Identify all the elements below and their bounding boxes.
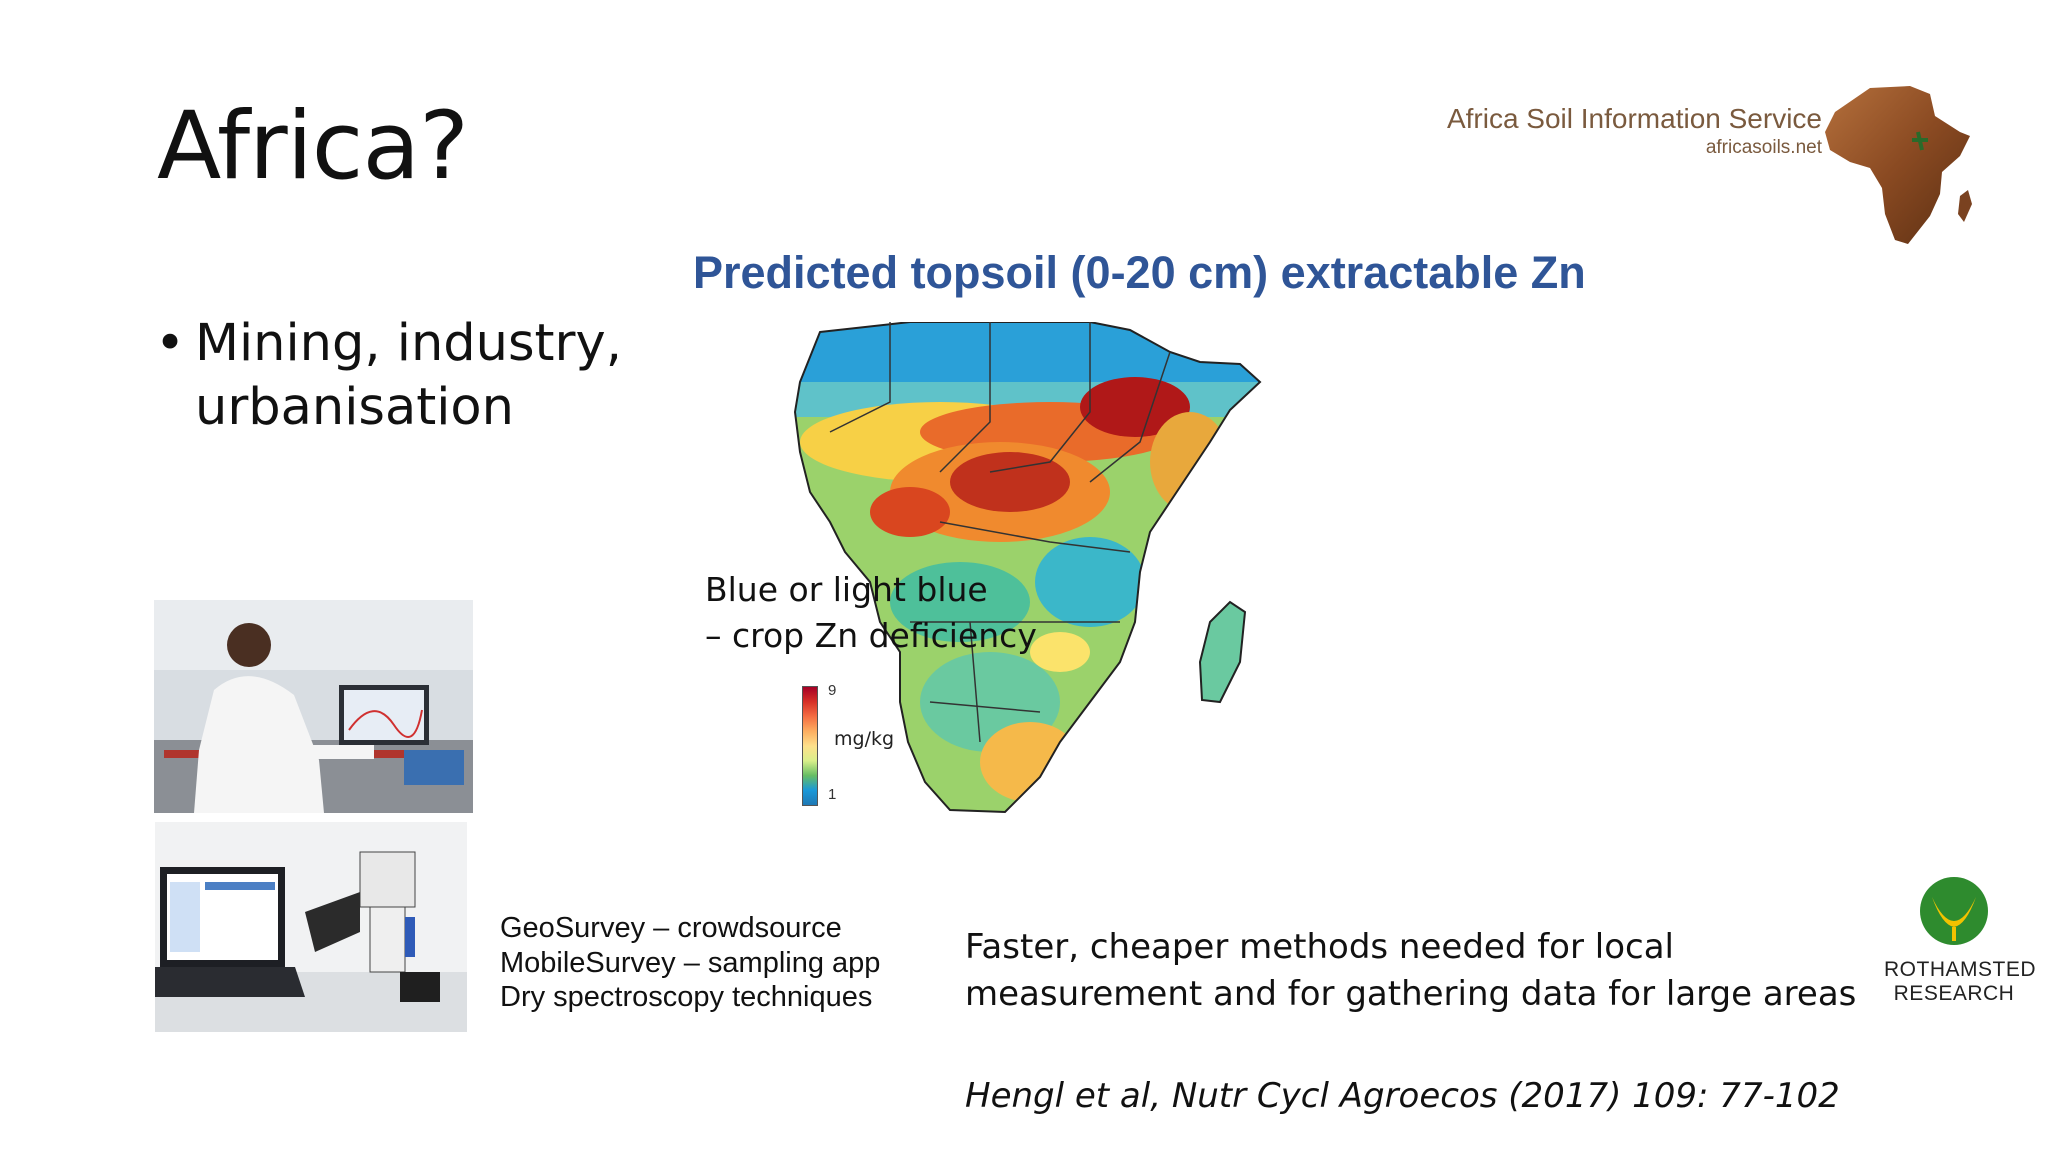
spectroscopy-device-photo — [155, 822, 467, 1032]
map-legend-colorbar — [802, 686, 818, 806]
bullet-text: Mining, industry, urbanisation — [195, 314, 622, 437]
bullet-point: • Mining, industry, urbanisation — [155, 312, 675, 440]
citation: Hengl et al, Nutr Cycl Agroecos (2017) 1… — [965, 1076, 1840, 1116]
asis-logo-url: africasoils.net — [1705, 137, 1822, 158]
map-title: Predicted topsoil (0-20 cm) extractable … — [693, 247, 1586, 298]
bullet-symbol: • — [155, 314, 186, 373]
africa-continent-icon — [1825, 86, 1972, 244]
map-legend-unit: mg/kg — [834, 728, 895, 750]
asis-logo-name: Africa Soil Information Service — [1446, 103, 1822, 134]
map-note-line-2: – crop Zn deficiency — [705, 616, 1037, 655]
map-legend-min: 1 — [828, 786, 837, 803]
conclusion-line-2: measurement and for gathering data for l… — [965, 974, 1857, 1014]
rothamsted-name-line-2: RESEARCH — [1893, 982, 2015, 1005]
conclusion-line-1: Faster, cheaper methods needed for local — [965, 927, 1674, 967]
lab-technician-photo — [154, 600, 473, 813]
map-note-line-1: Blue or light blue — [705, 570, 988, 609]
method-dry-spectroscopy: Dry spectroscopy techniques — [500, 981, 873, 1013]
zinc-africa-map — [793, 322, 1262, 814]
map-legend-max: 9 — [828, 682, 837, 699]
rothamsted-name-line-1: ROTHAMSTED — [1884, 958, 2036, 981]
slide-title: Africa? — [157, 92, 469, 201]
method-mobilesurvey: MobileSurvey – sampling app — [500, 947, 881, 979]
method-geosurvey: GeoSurvey – crowdsource — [500, 912, 842, 944]
rothamsted-leaf-icon — [1920, 877, 1988, 945]
